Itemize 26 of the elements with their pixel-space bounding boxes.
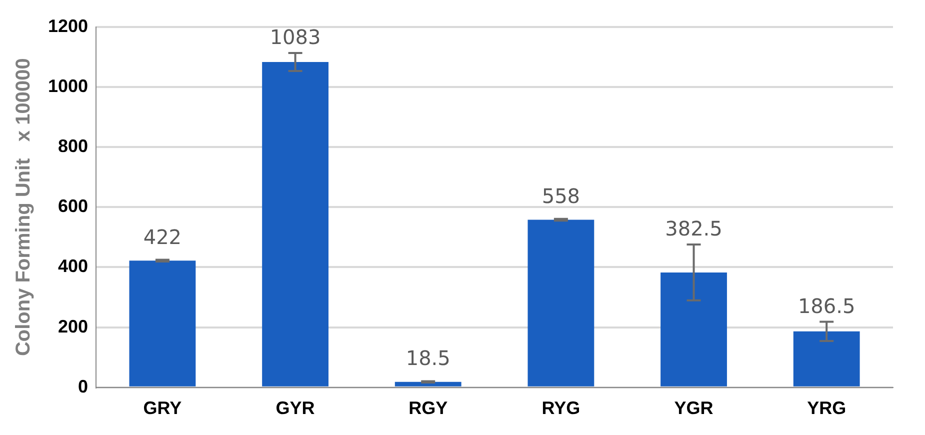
y-tick-label: 800 — [58, 136, 88, 156]
x-tick-label: RYG — [542, 398, 580, 418]
y-tick-label: 600 — [58, 196, 88, 216]
bar — [394, 382, 462, 386]
bar — [793, 331, 860, 386]
x-tick-label: YRG — [807, 398, 846, 418]
bar — [262, 62, 328, 386]
y-tick-label: 400 — [58, 256, 88, 276]
y-tick-label: 1200 — [48, 16, 88, 36]
x-tick-label: YGR — [674, 398, 714, 418]
data-label: 422 — [143, 224, 182, 249]
y-axis-title: Colony Forming Unit x 100000 — [12, 58, 35, 356]
bar — [528, 220, 594, 386]
y-tick-label: 200 — [58, 316, 88, 336]
x-tick-label: GYR — [276, 398, 315, 418]
data-label: 1083 — [270, 25, 321, 50]
bar — [129, 260, 196, 386]
x-tick-label: RGY — [408, 398, 448, 418]
y-tick-label: 1000 — [48, 76, 88, 96]
data-label: 382.5 — [665, 216, 722, 241]
bar — [660, 272, 727, 386]
data-label: 558 — [542, 184, 580, 208]
data-label: 186.5 — [798, 294, 856, 318]
y-tick-label: 0 — [78, 376, 88, 396]
data-label: 18.5 — [406, 346, 450, 370]
x-tick-label: GRY — [143, 398, 182, 418]
